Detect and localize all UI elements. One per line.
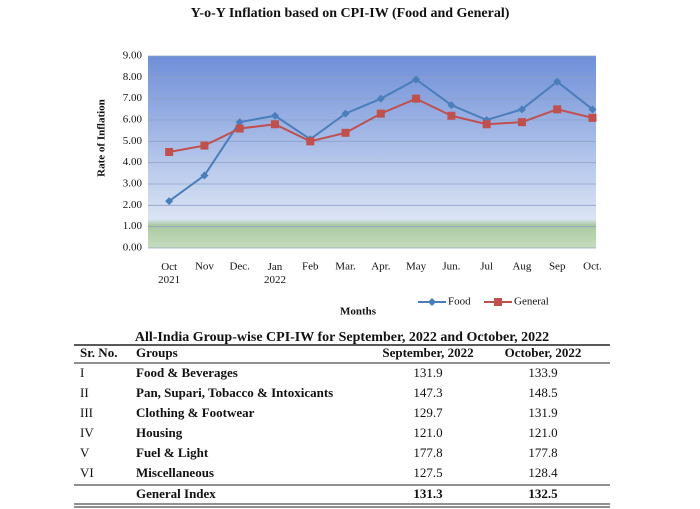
- plot-area: [148, 56, 596, 248]
- marker: [553, 77, 562, 86]
- marker: [428, 298, 436, 306]
- x-tick-label: Jan 2022: [264, 261, 286, 286]
- table-cell: VI: [80, 465, 94, 480]
- marker: [306, 137, 315, 146]
- marker: [494, 298, 502, 306]
- table-cell: Food & Beverages: [136, 365, 238, 380]
- table-cell: 121.0: [528, 425, 557, 440]
- marker: [412, 75, 421, 84]
- legend-label: Food: [448, 296, 471, 308]
- table-header: October, 2022: [505, 345, 582, 360]
- x-tick-label: Oct.: [583, 261, 602, 273]
- y-tick-label: 6.00: [123, 114, 143, 126]
- y-tick-label: 9.00: [123, 50, 143, 62]
- x-tick-label: Oct 2021: [158, 261, 180, 286]
- table-header: September, 2022: [382, 345, 473, 360]
- x-tick-label: Nov: [195, 261, 214, 273]
- table-cell: 131.9: [413, 365, 442, 380]
- y-tick-label: 8.00: [123, 71, 143, 83]
- x-tick-label: Mar.: [335, 261, 356, 273]
- y-tick-label: 3.00: [123, 178, 143, 190]
- marker: [517, 105, 526, 114]
- table-cell: I: [80, 365, 84, 380]
- table: Sr. No. Groups September, 2022 October, 202…: [74, 344, 610, 508]
- table-cell: III: [80, 405, 93, 420]
- table-cell: 133.9: [528, 365, 557, 380]
- table-cell: 121.0: [413, 425, 442, 440]
- table-cell: V: [80, 445, 90, 460]
- x-tick-label: Aug: [512, 261, 531, 273]
- table-total: 131.3: [413, 486, 443, 501]
- table-cell: Pan, Supari, Tobacco & Intoxicants: [136, 385, 333, 400]
- y-tick-label: 7.00: [123, 92, 143, 104]
- x-tick-label: Jul: [480, 261, 493, 273]
- table-cell: II: [80, 385, 89, 400]
- table-cell: Housing: [136, 425, 183, 440]
- y-tick-label: 5.00: [123, 135, 143, 147]
- legend-label: General: [514, 296, 549, 308]
- marker: [517, 118, 526, 127]
- y-tick-label: 4.00: [123, 156, 143, 168]
- marker: [341, 109, 350, 118]
- x-tick-label: Sep: [549, 261, 566, 273]
- x-tick-label: May: [406, 261, 427, 273]
- marker: [447, 101, 456, 110]
- x-tick-label: Apr.: [371, 261, 391, 273]
- table-cell: 128.4: [528, 465, 558, 480]
- x-tick-label: Jun.: [442, 261, 460, 273]
- table-total: General Index: [136, 486, 216, 501]
- marker: [447, 111, 456, 120]
- marker: [412, 94, 421, 103]
- marker: [235, 124, 244, 133]
- table-header: Sr. No.: [80, 345, 117, 360]
- table-cell: IV: [80, 425, 94, 440]
- table-title: All-India Group-wise CPI-IW for Septembe…: [135, 330, 549, 345]
- marker: [341, 128, 350, 137]
- marker: [270, 111, 279, 120]
- table-cell: 177.8: [528, 445, 557, 460]
- marker: [235, 118, 244, 127]
- table-header: Groups: [136, 345, 178, 360]
- y-axis-label: Rate of Inflation: [96, 99, 108, 177]
- table-cell: 177.8: [413, 445, 442, 460]
- x-axis-label: Months: [340, 306, 377, 318]
- marker: [376, 109, 385, 118]
- marker: [553, 105, 562, 114]
- marker: [588, 113, 597, 122]
- table-cell: Fuel & Light: [136, 445, 209, 460]
- x-tick-label: Dec.: [229, 261, 250, 273]
- y-tick-label: 0.00: [123, 242, 143, 254]
- marker: [200, 171, 209, 180]
- table-cell: 129.7: [413, 405, 443, 420]
- table-cell: 147.3: [413, 385, 442, 400]
- chart-title: Y-o-Y Inflation based on CPI-IW (Food an…: [191, 6, 510, 21]
- marker: [588, 105, 597, 114]
- table-total: 132.5: [528, 486, 558, 501]
- marker: [165, 148, 174, 156]
- marker: [376, 94, 385, 103]
- table-cell: 131.9: [528, 405, 557, 420]
- x-tick-label: Feb: [302, 261, 319, 273]
- marker: [165, 197, 174, 206]
- table-cell: Miscellaneous: [136, 465, 214, 480]
- table-cell: 148.5: [528, 385, 557, 400]
- table-cell: 127.5: [413, 465, 442, 480]
- y-tick-label: 2.00: [123, 199, 143, 211]
- table-cell: Clothing & Footwear: [136, 405, 255, 420]
- marker: [200, 141, 209, 150]
- y-tick-label: 1.00: [123, 220, 143, 232]
- marker: [270, 120, 279, 129]
- marker: [482, 120, 491, 129]
